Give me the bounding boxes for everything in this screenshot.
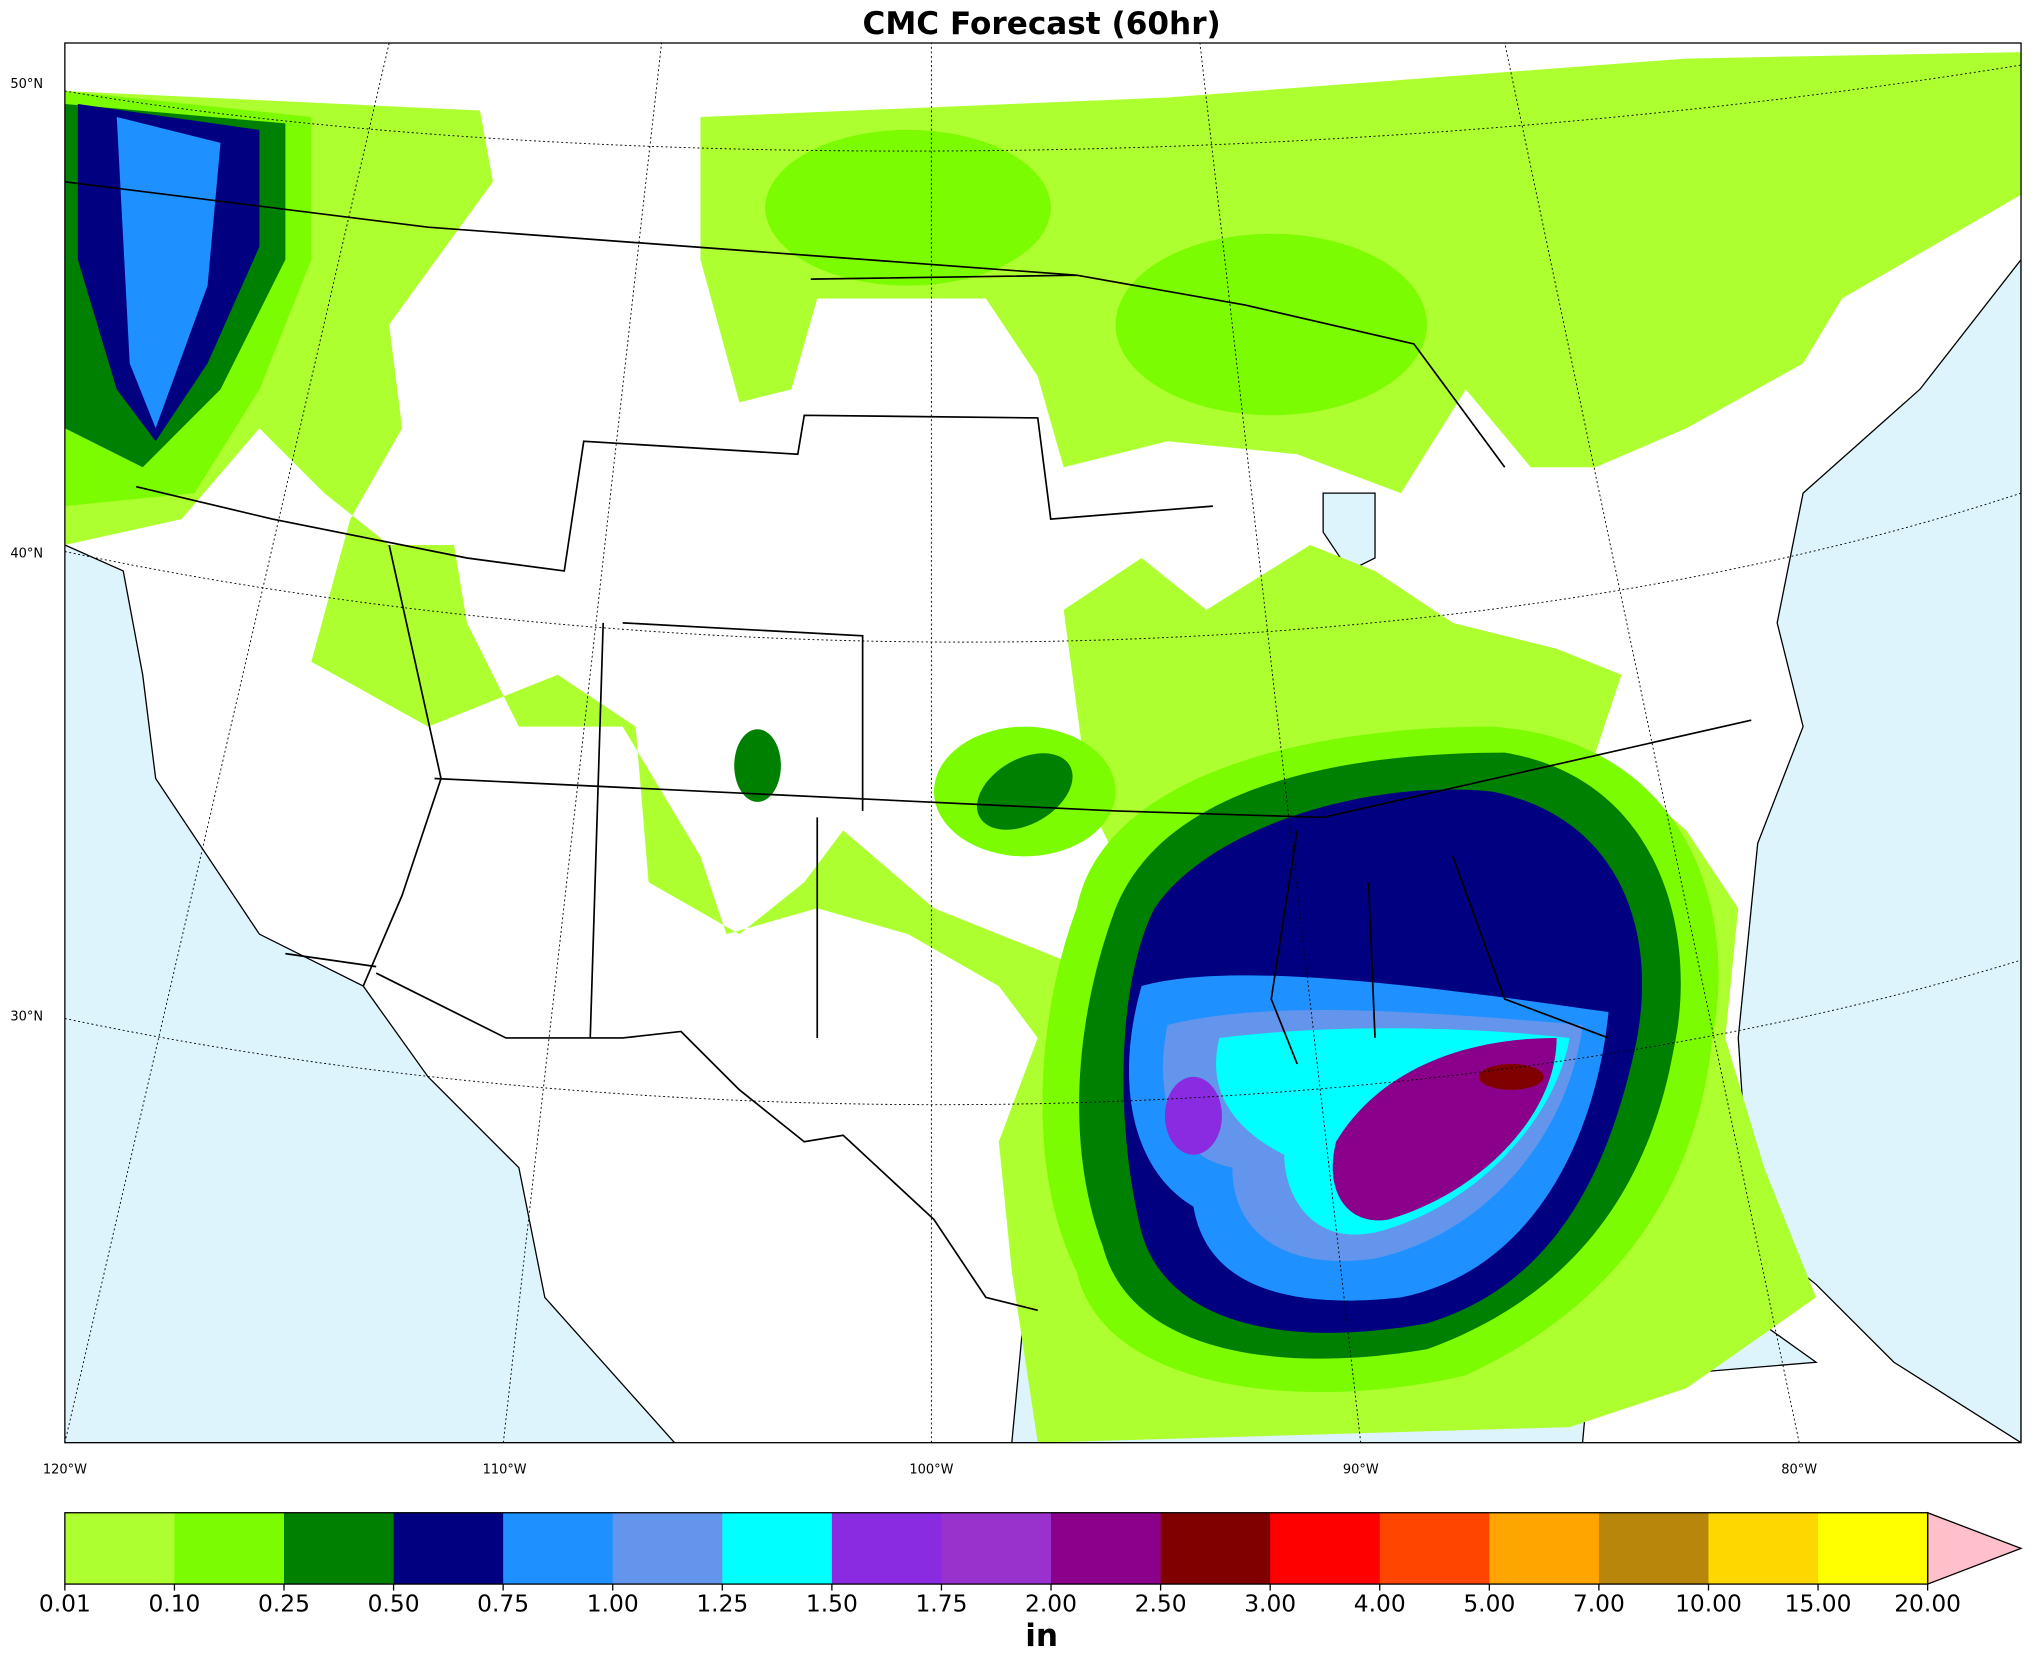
colorbar-tick-label: 0.75 (477, 1589, 529, 1617)
colorbar-segment (503, 1512, 614, 1585)
colorbar-frame (64, 1512, 1929, 1585)
lon-label: 120°W (43, 1462, 87, 1477)
colorbar-tick-label: 1.25 (696, 1589, 748, 1617)
colorbar-tick-label: 0.01 (39, 1589, 91, 1617)
colorbar-tick-label: 20.00 (1894, 1589, 1961, 1617)
colorbar-tick-label: 2.00 (1025, 1589, 1077, 1617)
lon-label: 110°W (483, 1462, 527, 1477)
colorbar-tick-label: 0.25 (258, 1589, 310, 1617)
colorbar-tick-label: 4.00 (1354, 1589, 1406, 1617)
colorbar-tick-label: 10.00 (1675, 1589, 1742, 1617)
colorbar-segment (1598, 1512, 1710, 1585)
borders (64, 43, 2022, 1443)
lon-label: 90°W (1343, 1462, 1379, 1477)
colorbar-tick-label: 3.00 (1244, 1589, 1296, 1617)
colorbar-segment (284, 1512, 395, 1585)
lat-label: 30°N (10, 1010, 43, 1025)
colorbar-segment (64, 1512, 176, 1585)
lon-label: 80°W (1781, 1462, 1817, 1477)
colorbar-tick-label: 15.00 (1785, 1589, 1852, 1617)
title: CMC Forecast (60hr) (862, 6, 1220, 42)
colorbar-tick-label: 2.50 (1135, 1589, 1187, 1617)
precipitation (64, 52, 2022, 1443)
colorbar-segment (1818, 1512, 1929, 1585)
map-frame (64, 42, 2022, 1444)
colorbar-segment (1270, 1512, 1381, 1585)
lon-label: 100°W (909, 1462, 953, 1477)
map (64, 43, 2022, 1443)
colorbar-segment (831, 1512, 943, 1585)
colorbar-segment (1160, 1512, 1271, 1585)
lat-label: 40°N (10, 547, 43, 562)
colorbar-tick-label: 0.50 (368, 1589, 420, 1617)
colorbar-extension (1926, 1511, 2023, 1586)
colorbar-segment (941, 1512, 1052, 1585)
colorbar-segment (612, 1512, 723, 1585)
colorbar-segment (722, 1512, 833, 1585)
colorbar-segment (1379, 1512, 1490, 1585)
lat-label: 50°N (10, 77, 43, 92)
colorbar-tick-label: 1.00 (587, 1589, 639, 1617)
colorbar-tick-label: 5.00 (1463, 1589, 1515, 1617)
colorbar-tick-label: 7.00 (1573, 1589, 1625, 1617)
colorbar-label: in (1025, 1618, 1058, 1654)
colorbar-segment (1051, 1512, 1162, 1585)
colorbar-segment (393, 1512, 504, 1585)
colorbar-tick-label: 1.50 (806, 1589, 858, 1617)
colorbar-segment (174, 1512, 285, 1585)
colorbar-tick-label: 1.75 (915, 1589, 967, 1617)
colorbar-tick-label: 0.10 (148, 1589, 200, 1617)
colorbar-segment (1489, 1512, 1600, 1585)
colorbar-segment (1708, 1512, 1819, 1585)
